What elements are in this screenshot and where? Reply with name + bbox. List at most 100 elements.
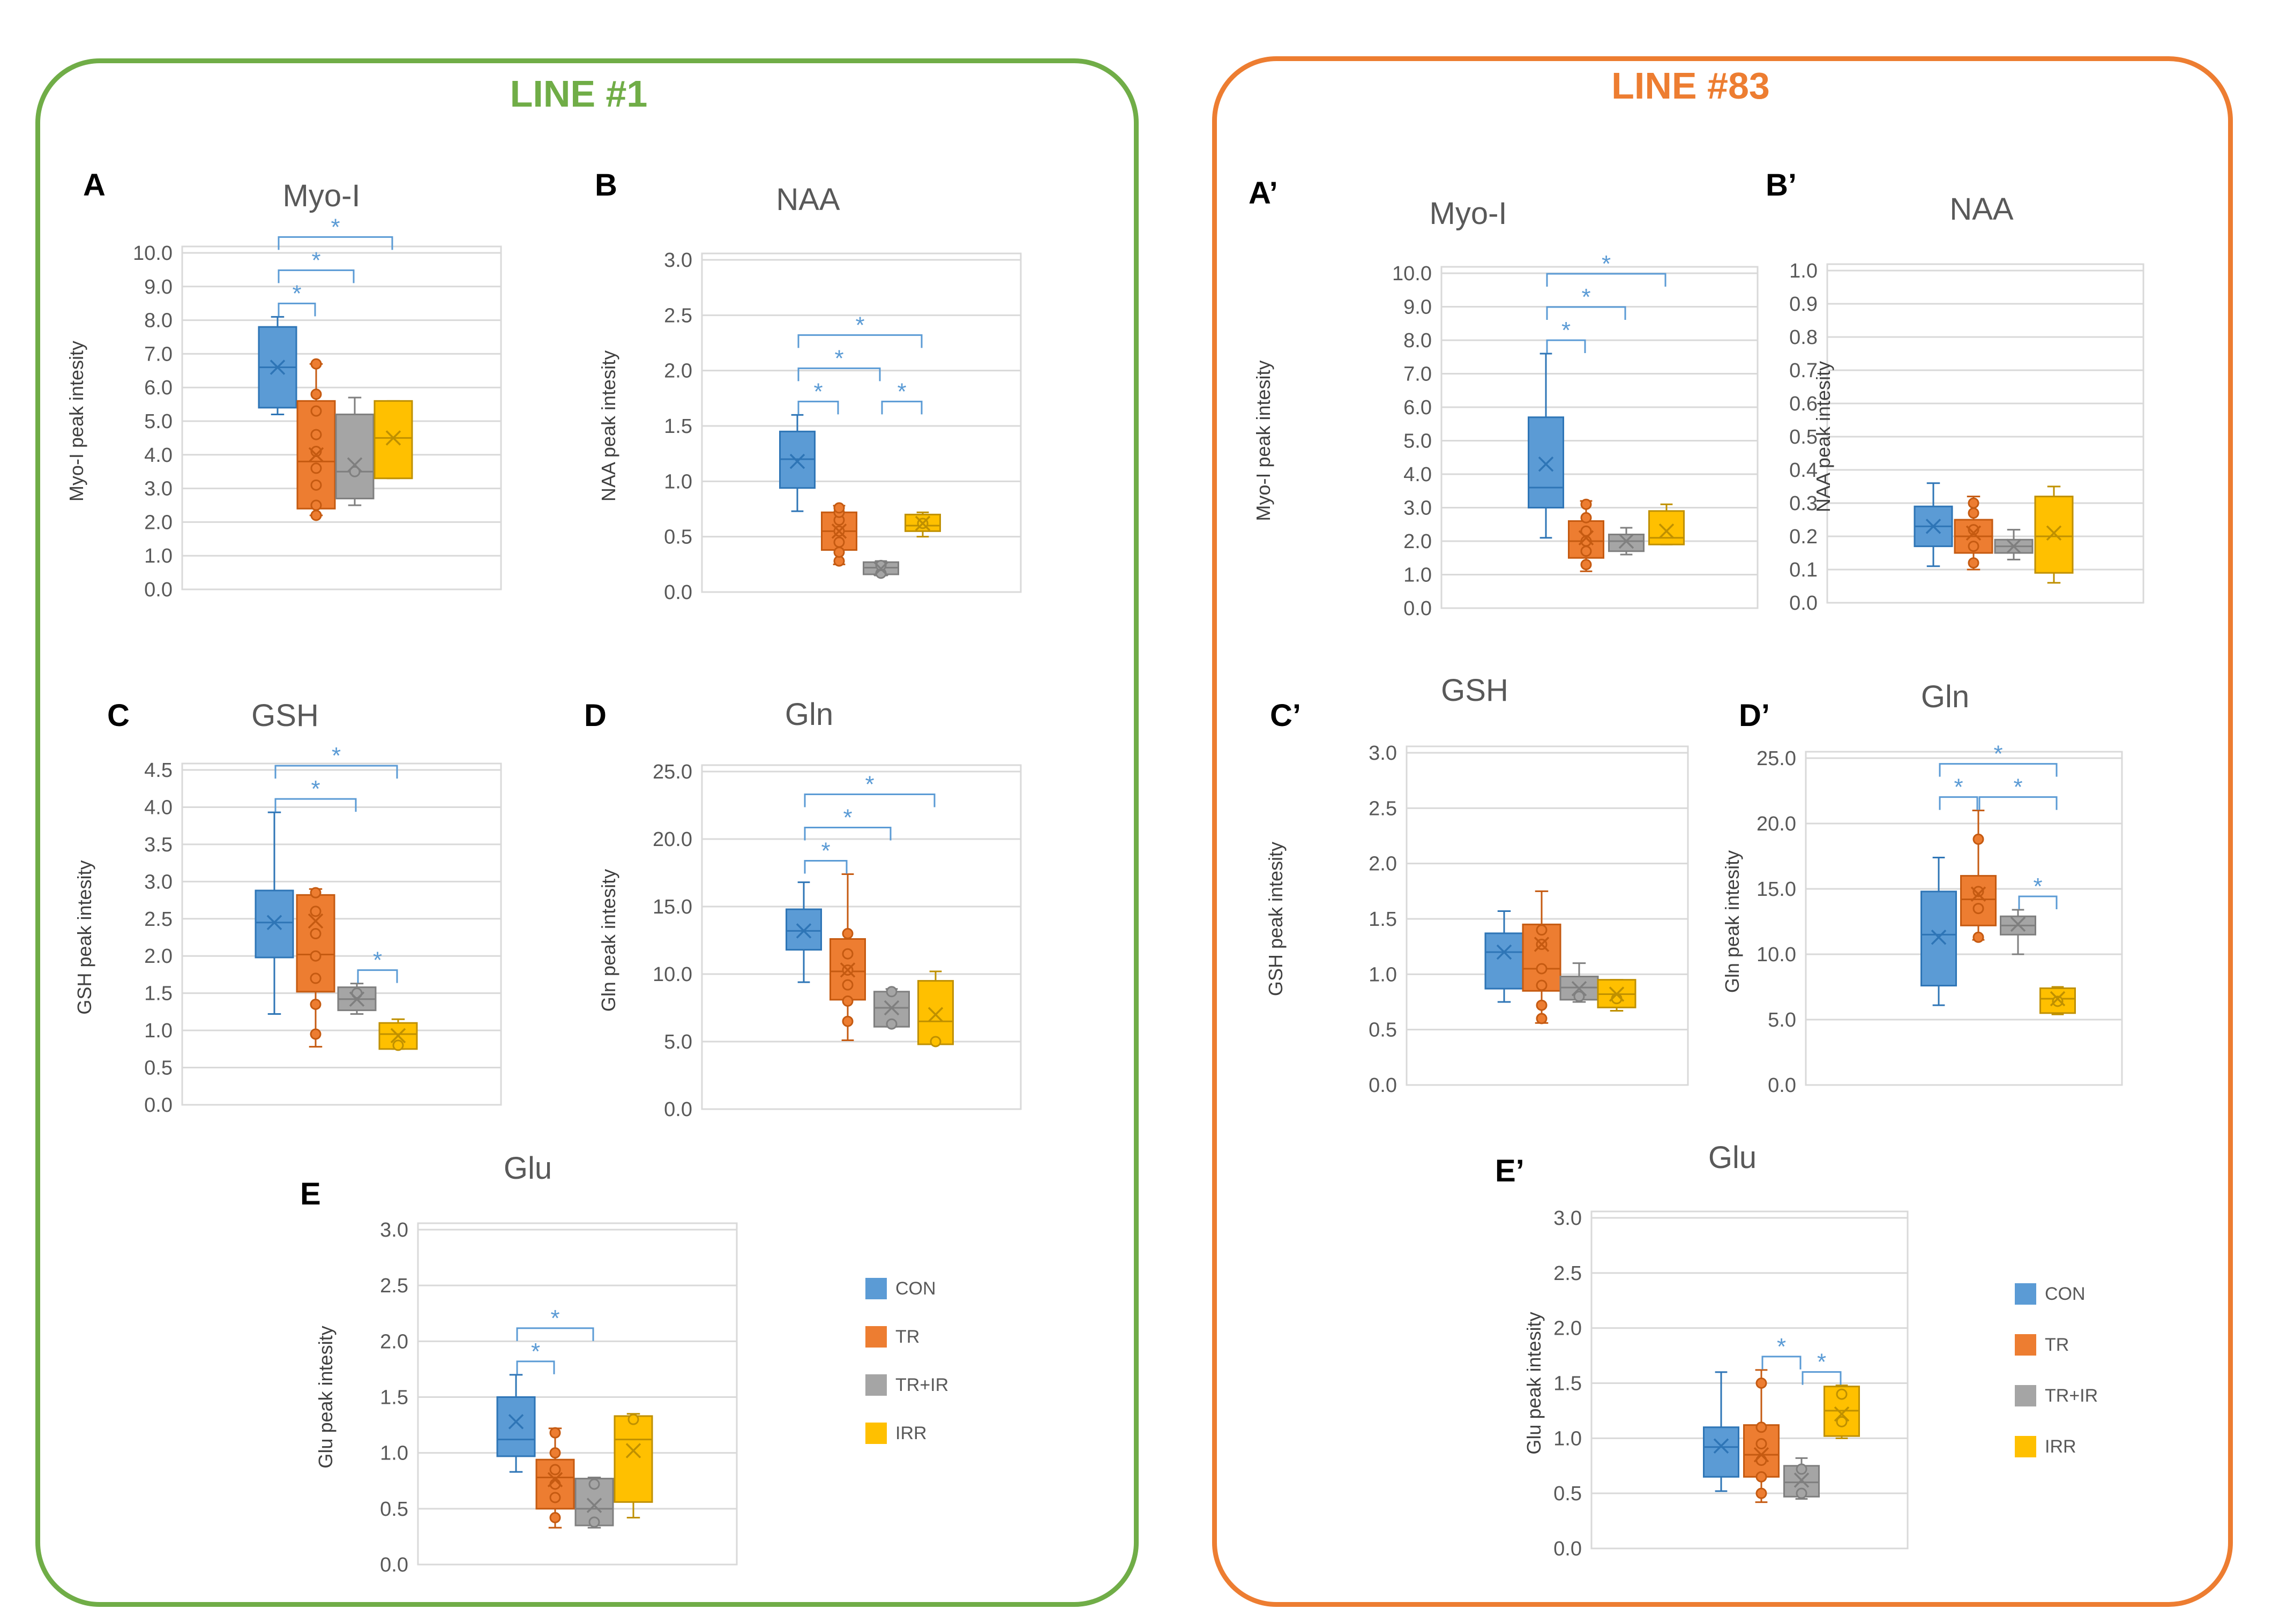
significance-bracket: * xyxy=(516,1338,555,1374)
box-tr xyxy=(535,1427,575,1529)
mean-marker xyxy=(547,1472,563,1487)
mean-marker xyxy=(347,457,363,473)
data-point xyxy=(310,999,322,1010)
data-point xyxy=(310,510,322,521)
significance-star: * xyxy=(311,247,320,273)
plot-area xyxy=(701,252,1022,593)
y-tick-label: 4.5 xyxy=(144,759,173,782)
mean-marker xyxy=(1713,1438,1729,1454)
y-axis-label: NAA peak intesity xyxy=(1812,361,1834,512)
box-tr-ir xyxy=(1559,962,1599,1003)
box-tr xyxy=(1960,810,1997,943)
plot-area xyxy=(1590,1210,1909,1550)
mean-marker xyxy=(831,523,847,539)
significance-bracket: * xyxy=(516,1305,594,1341)
plot-area xyxy=(701,764,1022,1110)
significance-star: * xyxy=(311,776,320,802)
data-point xyxy=(1580,498,1592,510)
line83-frame xyxy=(1212,56,2233,1607)
y-tick-label: 10.0 xyxy=(133,242,173,265)
y-tick-label: 0.4 xyxy=(1789,459,1818,482)
data-point xyxy=(549,1512,561,1523)
y-axis-label: NAA peak intesity xyxy=(597,350,619,502)
data-point xyxy=(1836,1388,1848,1400)
box-iqr xyxy=(2034,496,2074,574)
y-tick-label: 2.0 xyxy=(1403,530,1432,553)
y-tick-label: 3.0 xyxy=(380,1219,408,1241)
box-iqr xyxy=(1703,1426,1739,1478)
y-tick-label: 2.0 xyxy=(144,511,173,534)
box-irr xyxy=(1597,979,1636,1012)
data-point xyxy=(833,502,845,514)
legend-label-tr: TR xyxy=(895,1326,920,1347)
y-tick-label: 6.0 xyxy=(1403,396,1432,419)
bracket-line xyxy=(797,334,923,348)
box-tr xyxy=(1743,1369,1780,1503)
mean-marker xyxy=(1571,981,1587,997)
y-tick-label: 0.5 xyxy=(1369,1019,1397,1042)
significance-bracket: * xyxy=(797,378,839,415)
y-tick-label: 8.0 xyxy=(144,310,173,332)
data-point xyxy=(392,1039,404,1051)
y-tick-label: 1.0 xyxy=(144,1020,173,1042)
box-tr-ir xyxy=(873,986,910,1030)
mean-marker xyxy=(1931,930,1947,945)
bracket-line xyxy=(797,367,881,381)
y-tick-label: 3.5 xyxy=(144,834,173,856)
box-tr-ir xyxy=(1994,529,2034,560)
box-tr-ir xyxy=(1783,1457,1820,1500)
data-point xyxy=(842,979,854,991)
y-tick-label: 10.0 xyxy=(1757,944,1796,966)
data-point xyxy=(842,1015,854,1027)
chart-title: Glu xyxy=(504,1151,552,1186)
mean-marker xyxy=(2050,991,2066,1007)
data-point xyxy=(310,388,322,400)
y-axis-label: Myo-I peak intesity xyxy=(65,341,87,502)
y-axis-label: Gln peak intesity xyxy=(597,869,619,1012)
line1-frame xyxy=(35,58,1139,1607)
data-point xyxy=(627,1413,639,1425)
significance-bracket: * xyxy=(1939,774,1978,810)
chart-d-prime: 0.0 5.0 10.0 15.0 20.0 25.0 Gln peak intesity G… xyxy=(1721,679,2123,1097)
data-point xyxy=(886,1018,898,1030)
y-tick-label: 25.0 xyxy=(653,761,692,783)
y-tick-label: 0.6 xyxy=(1789,393,1818,415)
significance-bracket: * xyxy=(804,772,936,807)
y-tick-label: 8.0 xyxy=(1403,330,1432,352)
data-point xyxy=(1536,924,1548,936)
data-point xyxy=(1968,497,1979,509)
box-con xyxy=(1484,910,1524,1003)
y-tick-label: 0.1 xyxy=(1789,559,1818,581)
y-tick-label: 3.0 xyxy=(144,871,173,893)
data-point xyxy=(549,1447,561,1459)
significance-star: * xyxy=(1817,1349,1826,1375)
significance-bracket: * xyxy=(804,838,848,874)
box-iqr xyxy=(1484,932,1524,990)
mean-marker xyxy=(1538,456,1554,472)
y-tick-label: 0.0 xyxy=(664,581,692,604)
bracket-line xyxy=(881,400,923,415)
legend-label-irr: IRR xyxy=(895,1423,927,1443)
data-point xyxy=(549,1427,561,1439)
y-tick-label: 10.0 xyxy=(653,963,692,986)
data-point xyxy=(1580,512,1592,523)
data-point xyxy=(1972,833,1984,845)
significance-star: * xyxy=(897,378,906,405)
chart-a-prime: 0.0 1.0 2.0 3.0 4.0 5.0 6.0 7.0 8.0 9.0 10.0 Myo-I … xyxy=(1249,176,1759,620)
bracket-line xyxy=(278,269,355,283)
y-tick-label: 5.0 xyxy=(1403,430,1432,453)
data-point xyxy=(310,905,322,917)
y-tick-label: 2.5 xyxy=(380,1275,408,1297)
bracket-line xyxy=(1978,796,2058,810)
bracket-line xyxy=(1546,306,1626,320)
box-irr xyxy=(378,1018,418,1051)
significance-bracket: * xyxy=(804,805,892,841)
y-tick-label: 1.0 xyxy=(1369,963,1397,986)
data-point xyxy=(833,547,845,558)
chart-title: Gln xyxy=(785,697,833,732)
y-tick-label: 0.0 xyxy=(1369,1074,1397,1097)
panel-letter: E’ xyxy=(1495,1154,1524,1188)
y-tick-label: 1.5 xyxy=(144,983,173,1005)
chart-d: 0.0 5.0 10.0 15.0 20.0 25.0 Gln peak intesity G… xyxy=(584,697,1022,1121)
y-tick-label: 1.0 xyxy=(1403,564,1432,587)
